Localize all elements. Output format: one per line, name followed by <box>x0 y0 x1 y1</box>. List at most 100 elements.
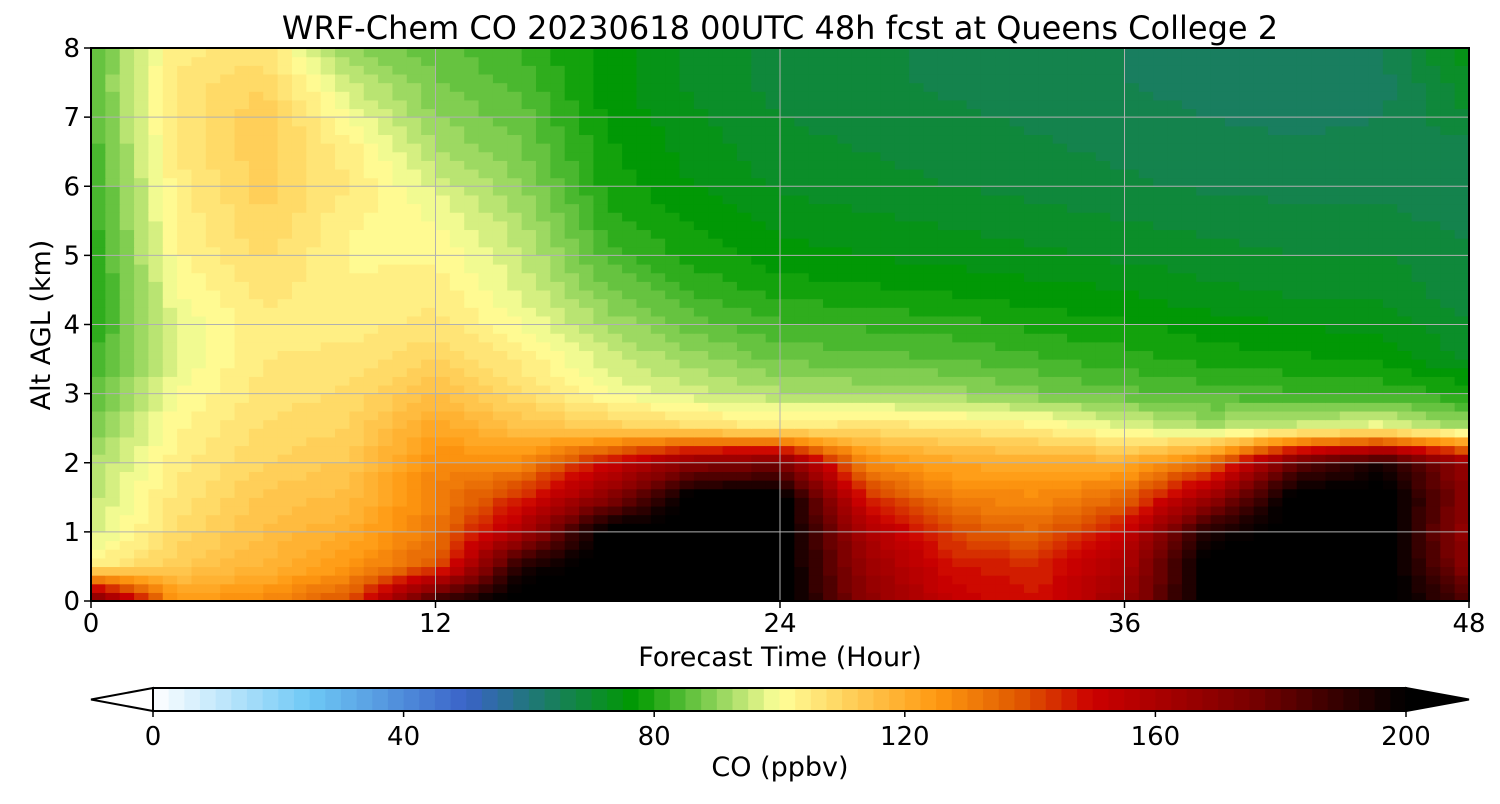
field-cell <box>765 436 781 447</box>
field-cell <box>607 514 623 524</box>
field-cell <box>421 307 437 317</box>
field-cell <box>406 194 422 205</box>
field-cell <box>277 246 293 256</box>
field-cell <box>808 289 824 300</box>
field-cell <box>1368 194 1384 205</box>
field-cell <box>464 376 480 386</box>
field-cell <box>995 583 1011 593</box>
field-cell <box>1153 583 1169 593</box>
field-cell <box>1138 177 1154 187</box>
field-cell <box>923 583 939 593</box>
field-cell <box>995 281 1011 291</box>
field-cell <box>923 186 939 196</box>
field-cell <box>162 471 178 481</box>
field-cell <box>1210 220 1226 231</box>
field-cell <box>148 194 164 205</box>
field-cell <box>909 497 925 507</box>
field-cell <box>335 575 350 585</box>
field-cell <box>794 505 810 516</box>
field-cell <box>1153 177 1169 187</box>
field-cell <box>1311 592 1327 601</box>
field-cell <box>894 194 910 205</box>
field-cell <box>1038 229 1054 239</box>
field-cell <box>995 186 1011 196</box>
field-cell <box>1325 315 1341 326</box>
field-cell <box>1411 402 1427 412</box>
field-cell <box>894 264 910 274</box>
field-cell <box>1138 428 1154 438</box>
field-cell <box>248 480 264 490</box>
field-cell <box>823 238 839 248</box>
field-cell <box>1110 212 1126 222</box>
field-cell <box>291 393 307 403</box>
field-cell <box>665 583 681 593</box>
field-cell <box>1325 376 1341 386</box>
field-cell <box>1239 246 1255 256</box>
field-cell <box>134 566 150 576</box>
field-cell <box>277 592 293 601</box>
field-cell <box>119 428 135 438</box>
field-cell <box>105 505 121 516</box>
field-cell <box>923 367 939 377</box>
field-cell <box>722 402 738 412</box>
field-cell <box>1368 410 1384 421</box>
field-cell <box>535 315 551 326</box>
field-cell <box>1311 272 1327 282</box>
field-cell <box>1052 523 1068 533</box>
field-cell <box>1038 523 1054 533</box>
field-cell <box>205 480 221 490</box>
field-cell <box>823 393 839 403</box>
field-cell <box>923 462 939 472</box>
field-cell <box>378 575 394 585</box>
field-cell <box>636 384 652 395</box>
field-cell <box>1024 333 1039 343</box>
field-cell <box>1124 410 1140 421</box>
field-cell <box>378 194 394 205</box>
field-cell <box>1411 557 1427 568</box>
field-cell <box>952 531 968 542</box>
field-cell <box>995 540 1011 550</box>
field-cell <box>349 186 365 196</box>
field-cell <box>1210 505 1226 516</box>
field-cell <box>1052 324 1068 334</box>
field-cell <box>823 428 839 438</box>
field-cell <box>980 393 996 403</box>
field-cell <box>880 194 896 205</box>
field-cell <box>1110 367 1126 377</box>
field-cell <box>1325 246 1341 256</box>
field-cell <box>851 592 867 601</box>
field-cell <box>579 402 594 412</box>
field-cell <box>736 480 752 490</box>
field-cell <box>421 505 437 516</box>
field-cell <box>478 514 494 524</box>
field-cell <box>1095 419 1111 429</box>
field-cell <box>622 177 638 187</box>
field-cell <box>837 168 853 179</box>
field-cell <box>894 298 910 308</box>
field-cell <box>220 246 236 256</box>
field-cell <box>392 341 408 352</box>
field-cell <box>1081 566 1097 576</box>
field-cell <box>736 592 752 601</box>
field-cell <box>679 246 695 256</box>
field-cell <box>823 220 839 231</box>
field-cell <box>1440 592 1456 601</box>
field-cell <box>105 531 121 542</box>
field-cell <box>449 428 465 438</box>
field-cell <box>851 488 867 498</box>
field-cell <box>392 272 408 282</box>
field-cell <box>1124 298 1140 308</box>
field-cell <box>1196 246 1212 256</box>
field-cell <box>105 367 121 377</box>
field-cell <box>1296 592 1312 601</box>
field-cell <box>679 410 695 421</box>
field-cell <box>134 462 150 472</box>
field-cell <box>1052 480 1068 490</box>
field-cell <box>1081 583 1097 593</box>
field-cell <box>564 583 580 593</box>
field-cell <box>880 393 896 403</box>
field-cell <box>1325 359 1341 369</box>
field-cell <box>105 151 121 161</box>
field-cell <box>837 272 853 282</box>
field-cell <box>1268 151 1283 161</box>
